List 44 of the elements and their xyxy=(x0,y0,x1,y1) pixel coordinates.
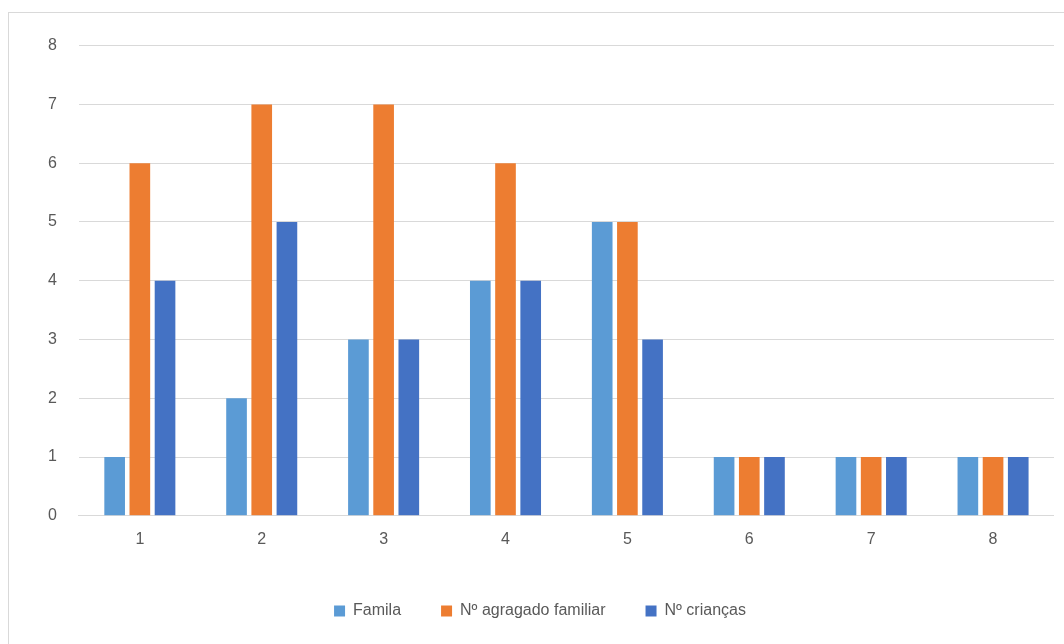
bar xyxy=(617,221,638,516)
x-tick-label: 6 xyxy=(744,529,754,547)
legend-label: Nº crianças xyxy=(664,601,746,619)
x-tick-label: 5 xyxy=(622,529,632,547)
x-tick-label: 1 xyxy=(135,529,145,547)
legend-label: Famila xyxy=(353,601,402,619)
bar xyxy=(1007,457,1029,516)
x-tick-label: 8 xyxy=(988,529,998,547)
bar xyxy=(642,339,663,516)
x-tick-label: 7 xyxy=(866,529,876,547)
x-tick-label: 3 xyxy=(379,529,389,547)
bar xyxy=(886,457,907,516)
y-tick-label: 5 xyxy=(47,212,57,230)
bar xyxy=(764,457,785,516)
bar xyxy=(738,457,760,516)
bar xyxy=(520,280,542,516)
bar xyxy=(348,339,369,516)
bar xyxy=(129,163,151,516)
bar xyxy=(276,221,298,516)
legend-label: Nº agragado familiar xyxy=(460,601,607,619)
y-tick-label: 6 xyxy=(47,153,57,171)
y-tick-label: 8 xyxy=(47,36,57,54)
y-tick-label: 0 xyxy=(47,506,57,524)
bar xyxy=(860,457,882,516)
y-tick-label: 3 xyxy=(47,329,57,347)
y-tick-label: 2 xyxy=(47,388,57,406)
x-tick-label: 4 xyxy=(501,529,511,547)
y-tick-label: 7 xyxy=(47,94,57,112)
bar xyxy=(591,221,613,516)
y-tick-label: 4 xyxy=(47,271,57,289)
bar xyxy=(154,280,176,516)
y-tick-label: 1 xyxy=(47,447,57,465)
bar xyxy=(957,457,979,516)
bar xyxy=(495,163,516,516)
bar xyxy=(373,104,394,516)
bar xyxy=(982,457,1004,516)
x-tick-label: 2 xyxy=(257,529,267,547)
bar xyxy=(226,398,247,516)
bar xyxy=(713,457,735,516)
bar xyxy=(398,339,420,516)
bar xyxy=(469,280,491,516)
bar xyxy=(104,457,125,516)
bar xyxy=(835,457,857,516)
bar xyxy=(251,104,273,516)
